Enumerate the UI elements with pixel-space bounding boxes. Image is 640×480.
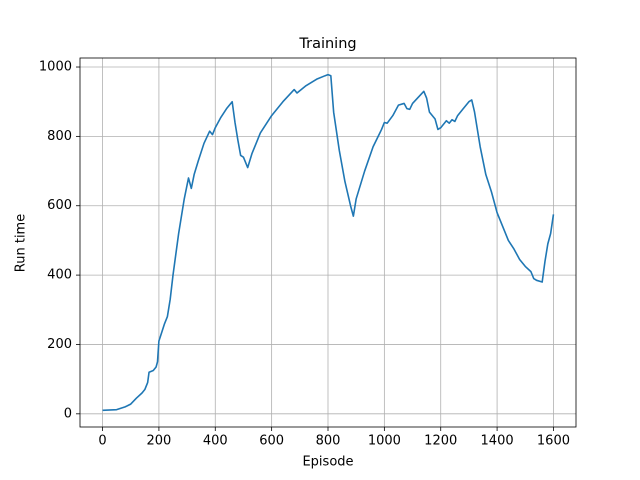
- x-tick-label: 200: [146, 434, 171, 449]
- x-tick-label: 1600: [537, 434, 570, 449]
- x-tick-label: 1000: [368, 434, 401, 449]
- y-tick-label: 800: [47, 129, 72, 144]
- x-tick-label: 0: [98, 434, 106, 449]
- x-tick-label: 600: [259, 434, 284, 449]
- data-line: [102, 73, 555, 412]
- y-tick-label: 1000: [39, 60, 72, 75]
- x-tick-label: 1200: [424, 434, 457, 449]
- chart-title: Training: [298, 36, 356, 52]
- x-tick-label: 400: [203, 434, 228, 449]
- plot-frame: [79, 57, 577, 428]
- x-tick-label: 800: [316, 434, 341, 449]
- y-tick-label: 200: [47, 337, 72, 352]
- y-axis-label: Run time: [14, 214, 29, 272]
- x-tick-label: 1400: [481, 434, 514, 449]
- x-axis-label: Episode: [302, 455, 353, 470]
- y-tick-label: 600: [47, 198, 72, 213]
- y-tick-label: 400: [47, 268, 72, 283]
- y-tick-label: 0: [64, 406, 72, 421]
